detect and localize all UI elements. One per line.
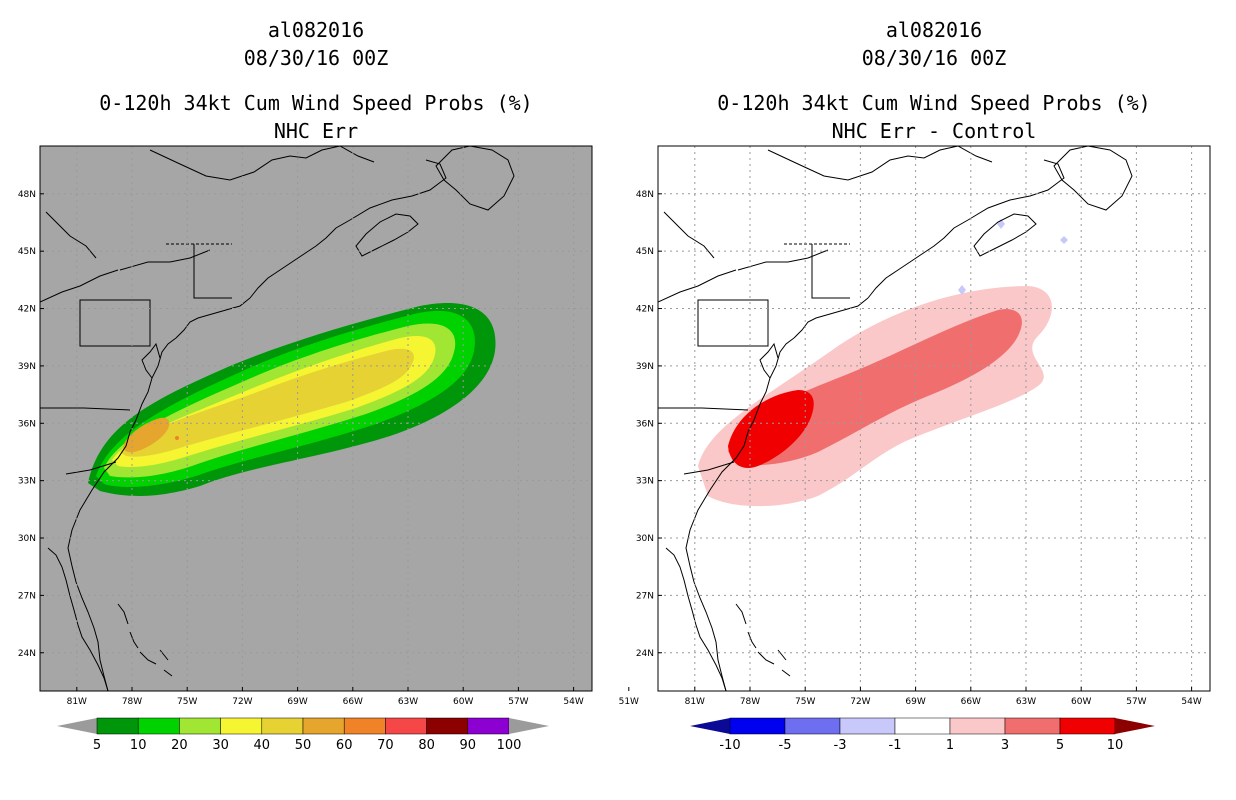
left-lat-label: 24N — [18, 649, 36, 659]
right-colorbar-label: -5 — [779, 738, 792, 753]
prob-contour-6 — [123, 417, 170, 453]
left-colorbar-box — [137, 717, 180, 735]
left-map-frame — [39, 145, 593, 692]
left-colorbar-box — [261, 717, 304, 735]
right-subtitle: NHC Err - Control — [831, 119, 1037, 143]
right-colorbar-label: 5 — [1056, 738, 1064, 753]
left-lon-label: 66W — [343, 697, 363, 707]
left-lon-label: 69W — [287, 697, 307, 707]
right-map-frame — [657, 145, 1211, 692]
left-colorbar-label: 20 — [171, 738, 188, 753]
left-colorbar-high-arrow — [509, 718, 549, 734]
left-lon-label: 75W — [177, 697, 197, 707]
right-colorbar-high-arrow — [1115, 718, 1155, 734]
left-map-panel: 48N 45N 42N 39N 36N 33N 30N 27N 24N 81W 78W 75W 72W 6… — [18, 145, 639, 753]
left-colorbar-box — [467, 717, 510, 735]
right-map-panel: 48N 45N 42N 39N 36N 33N 30N 27N 24N 81W 78W 75W 72W 6… — [636, 145, 1211, 753]
right-colorbar-label: 10 — [1107, 738, 1124, 753]
right-datetime: 08/30/16 00Z — [861, 46, 1007, 70]
left-colorbar-box — [343, 717, 386, 735]
right-colorbar-label: -1 — [889, 738, 902, 753]
left-lat-label: 33N — [18, 477, 36, 487]
left-colorbar-low-arrow — [57, 718, 97, 734]
right-lat-label: 24N — [636, 649, 654, 659]
right-lon-label: 60W — [1071, 697, 1091, 707]
left-colorbar: 5 10 20 30 40 50 60 70 80 90 100 — [57, 717, 549, 753]
right-colorbar-label: 3 — [1001, 738, 1009, 753]
right-colorbar-label: -3 — [834, 738, 847, 753]
left-lat-label: 39N — [18, 362, 36, 372]
left-lat-label: 48N — [18, 190, 36, 200]
left-colorbar-box — [385, 717, 427, 735]
left-subtitle: NHC Err — [273, 119, 359, 143]
left-colorbar-box — [96, 717, 139, 735]
left-lon-label: 54W — [563, 697, 583, 707]
prob-max-marker — [175, 436, 179, 440]
left-lon-label: 63W — [398, 697, 418, 707]
left-lat-label: 45N — [18, 247, 36, 257]
left-datetime: 08/30/16 00Z — [243, 46, 389, 70]
right-storm-id: al082016 — [885, 18, 983, 42]
right-colorbar: -10 -5 -3 -1 1 3 5 10 — [690, 717, 1155, 753]
left-colorbar-label: 30 — [212, 738, 229, 753]
left-colorbar-label: 70 — [377, 738, 394, 753]
right-colorbar-box — [949, 717, 1006, 735]
left-colorbar-label: 90 — [460, 738, 477, 753]
right-lon-label: 72W — [850, 697, 870, 707]
right-colorbar-box — [729, 717, 786, 735]
left-lat-label: 36N — [18, 419, 36, 429]
right-lat-label: 39N — [636, 362, 654, 372]
right-lon-label: 75W — [795, 697, 815, 707]
left-colorbar-label: 100 — [497, 738, 522, 753]
left-product-title: 0-120h 34kt Cum Wind Speed Probs (%) — [99, 91, 533, 115]
left-lon-label: 72W — [232, 697, 252, 707]
right-product-title: 0-120h 34kt Cum Wind Speed Probs (%) — [717, 91, 1151, 115]
left-colorbar-label: 80 — [418, 738, 435, 753]
right-lon-label: 66W — [961, 697, 981, 707]
right-lon-label: 81W — [685, 697, 705, 707]
left-lon-label: 60W — [453, 697, 473, 707]
left-lon-label: 78W — [122, 697, 142, 707]
right-lat-label: 42N — [636, 305, 654, 315]
right-lat-label: 33N — [636, 477, 654, 487]
left-colorbar-label: 50 — [295, 738, 312, 753]
left-lon-label: 57W — [508, 697, 528, 707]
right-colorbar-box — [839, 717, 896, 735]
right-lat-label: 48N — [636, 190, 654, 200]
right-colorbar-label: -10 — [719, 738, 740, 753]
right-lon-label: 63W — [1016, 697, 1036, 707]
left-colorbar-box — [302, 717, 345, 735]
left-lat-label: 30N — [18, 534, 36, 544]
left-storm-id: al082016 — [267, 18, 365, 42]
left-lat-label: 27N — [18, 591, 36, 601]
diff-contour-3 — [728, 390, 814, 468]
right-lon-label: 57W — [1126, 697, 1146, 707]
right-lat-label: 27N — [636, 591, 654, 601]
left-colorbar-label: 60 — [336, 738, 353, 753]
right-colorbar-low-arrow — [690, 718, 730, 734]
left-lat-label: 42N — [18, 305, 36, 315]
right-colorbar-label: 1 — [946, 738, 954, 753]
right-colorbar-box — [894, 717, 951, 735]
left-colorbar-label: 10 — [130, 738, 147, 753]
right-lon-label: 69W — [905, 697, 925, 707]
right-colorbar-box — [1059, 717, 1116, 735]
right-lon-label: 54W — [1181, 697, 1201, 707]
right-lat-label: 45N — [636, 247, 654, 257]
prob-contour-5 — [120, 348, 414, 457]
left-lon-label: 81W — [67, 697, 87, 707]
left-colorbar-box — [179, 717, 221, 735]
left-colorbar-label: 5 — [93, 738, 101, 753]
left-lon-label: 51W — [619, 697, 639, 707]
left-colorbar-label: 40 — [254, 738, 271, 753]
right-colorbar-box — [1004, 717, 1061, 735]
right-lon-label: 78W — [740, 697, 760, 707]
left-colorbar-box — [426, 717, 469, 735]
right-lat-label: 36N — [636, 419, 654, 429]
right-lat-label: 30N — [636, 534, 654, 544]
right-colorbar-box — [784, 717, 841, 735]
left-colorbar-box — [220, 717, 263, 735]
